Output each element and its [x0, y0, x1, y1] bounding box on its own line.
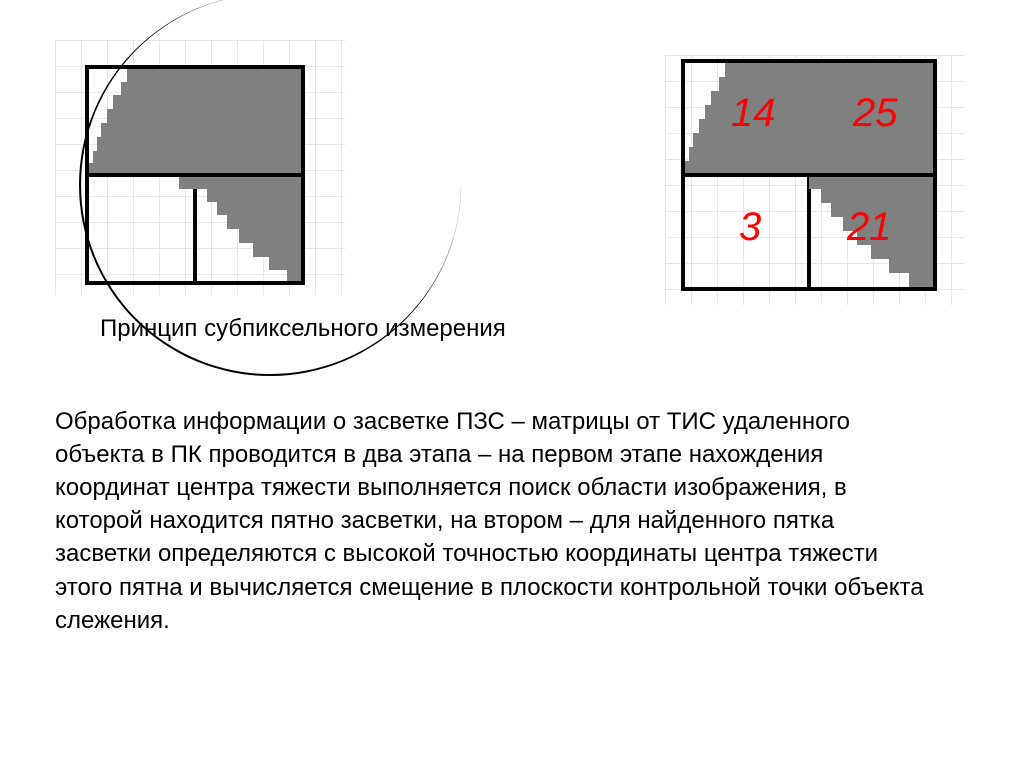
left-diagram — [55, 40, 345, 295]
pixel-box-right: 14 25 3 21 — [681, 59, 937, 291]
value-top-right: 25 — [853, 91, 898, 136]
value-bottom-right: 21 — [847, 205, 892, 250]
value-top-left: 14 — [731, 91, 776, 136]
quadrant-top-right-fill — [195, 69, 301, 175]
page: { "caption": "Принцип субпиксельного изм… — [0, 0, 1024, 768]
quadrant-top-left-fill — [89, 69, 195, 175]
right-diagram: 14 25 3 21 — [665, 55, 965, 305]
pixel-box-left — [85, 65, 305, 285]
quadrant-bottom-left-corner-fill — [179, 175, 195, 189]
quadrant-bottom-right-fill — [195, 175, 301, 281]
body-paragraph: Обработка информации о засветке ПЗС – ма… — [55, 405, 925, 637]
figure-caption: Принцип субпиксельного измерения — [100, 315, 506, 343]
value-bottom-left: 3 — [739, 205, 761, 250]
